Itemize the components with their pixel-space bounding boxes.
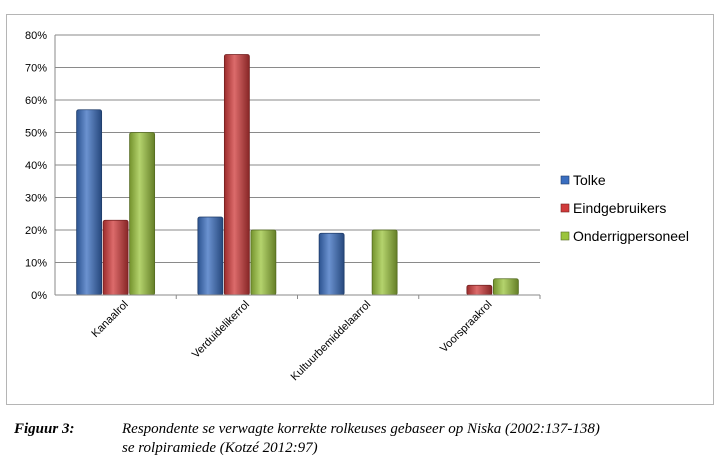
y-tick-label: 20% [25,225,47,237]
bars [76,54,519,296]
category-label: Kanaalrol [89,299,130,340]
y-tick-label: 50% [25,128,47,140]
caption-text: Respondente se verwagte korrekte rolkeus… [122,420,714,458]
y-tick-label: 80% [25,30,47,42]
y-tick-label: 60% [25,95,47,107]
caption-line-2: se rolpiramiede (Kotzé 2012:97) [122,440,318,456]
bar-eindgebruikers [466,284,493,296]
y-tick-label: 0% [31,290,47,302]
y-tick-label: 70% [25,63,47,75]
legend-swatch [560,175,570,185]
category-label: Voorspraakrol [438,299,494,355]
bar-tolke [76,109,103,296]
bar-chart: 0% 10% 20% 30% 40% 50% 60% 70% 80% Kanaalrol Verd… [25,30,689,384]
legend-label: Tolke [573,172,606,188]
bar-tolke [197,216,224,296]
bar-onderrigpersoneel [250,229,277,296]
category-label: Verduidelikerrol [190,299,252,361]
y-axis-ticks: 0% 10% 20% 30% 40% 50% 60% 70% 80% [25,30,47,302]
legend-swatch [560,231,570,241]
category-label: Kultuurbemiddelaarrol [289,299,374,384]
legend-swatch [560,203,570,213]
chart-frame [6,14,714,405]
caption-line-1: Respondente se verwagte korrekte rolkeus… [122,421,600,437]
bar-eindgebruikers [102,219,129,296]
bar-onderrigpersoneel [129,132,156,296]
bar-onderrigpersoneel [371,229,398,296]
legend-label: Eindgebruikers [573,200,666,216]
bar-onderrigpersoneel [492,278,519,296]
legend-label: Onderrigpersoneel [573,228,689,244]
caption-label: Figuur 3: [14,421,75,437]
bar-tolke [318,232,345,296]
x-axis [54,35,541,299]
legend: Tolke Eindgebruikers Onderrigpersoneel [560,172,689,244]
y-tick-label: 10% [25,258,47,270]
y-tick-label: 30% [25,193,47,205]
bar-eindgebruikers [223,54,250,296]
y-tick-label: 40% [25,160,47,172]
category-labels: Kanaalrol Verduidelikerrol Kultuurbemiddel… [89,299,494,384]
